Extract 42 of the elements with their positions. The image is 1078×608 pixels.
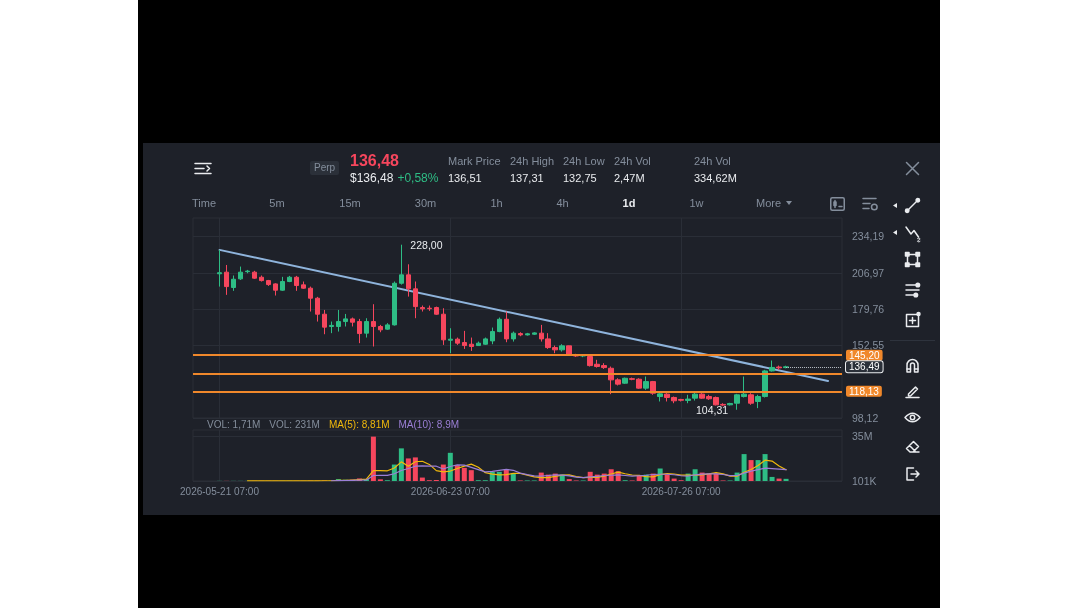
text: 136,51 [448,172,482,185]
y-tick-label: 234,19 [852,230,885,243]
y-tick-label: 35M [852,430,873,443]
y-tick-label: 179,76 [852,303,885,316]
annotation: 104,31 [695,403,729,416]
text: VOL: 1,71M [207,419,261,431]
text: Time [192,197,217,210]
text: 4h [556,197,569,210]
text: 5m [269,197,285,210]
text: 132,75 [563,172,597,185]
text: 136,48 [350,152,399,170]
text: 15m [339,197,361,210]
ref-line-label: 145,20 [849,349,881,361]
text: 1w [689,197,704,210]
ref-line-label: 118,13 [849,385,880,397]
x-tick-label: 2026-05-21 07:00 [180,485,260,497]
text: 2,47M [614,172,645,185]
ref-line-label: 136,49 [849,361,881,373]
text: 24h Vol [614,155,651,168]
text: MA(10): 8,9M [398,419,460,431]
text: 1h [490,197,503,210]
text: 24h Vol [694,155,731,168]
y-tick-label: 98,12 [852,412,879,424]
annotation: 228,00 [410,238,443,251]
text: 1d [622,197,636,210]
text: 30m [414,197,437,210]
text: More [756,197,782,210]
y-tick-label: 152,55 [852,339,885,352]
text: VOL: 231M [269,419,320,431]
text: 334,62M [694,172,737,185]
text: 137,31 [510,172,544,185]
text: +0,58% [397,171,439,185]
text: 24h Low [563,155,605,168]
text: MA(5): 8,81M [328,419,390,431]
text: 24h High [510,155,555,168]
text: $136,48 [350,171,394,185]
y-tick-label: 101K [852,474,877,487]
y-tick-label: 206,97 [852,266,885,279]
text: Perp [310,161,340,175]
x-tick-label: 2026-06-23 07:00 [410,485,491,497]
text: Mark Price [448,155,501,168]
x-tick-label: 2026-07-26 07:00 [641,485,722,497]
